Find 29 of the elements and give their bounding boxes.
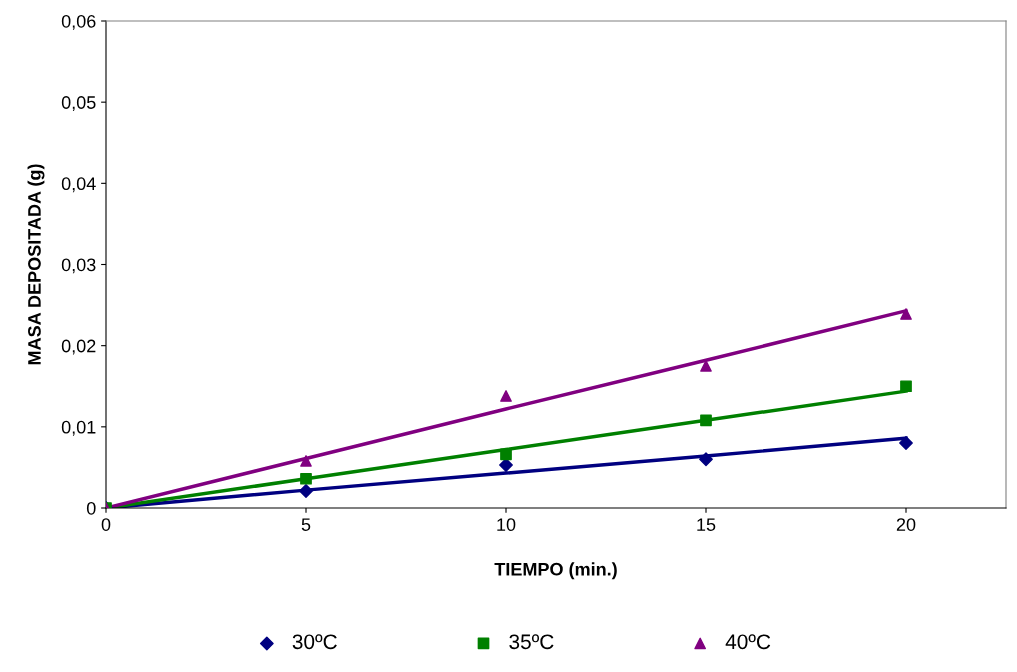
x-tick-label: 5 bbox=[301, 518, 311, 531]
point bbox=[900, 308, 912, 320]
x-tick-label: 20 bbox=[896, 518, 916, 531]
legend-label: 35ºC bbox=[509, 634, 554, 650]
y-tick-label: 0 bbox=[86, 501, 96, 515]
y-tick-label: 0,01 bbox=[61, 420, 96, 436]
point bbox=[700, 414, 712, 427]
y-tick-label: 0,05 bbox=[61, 96, 96, 112]
y-tick-label: 0,02 bbox=[61, 339, 96, 355]
y-axis-title: MASA DEPOSITADA (g) bbox=[27, 164, 45, 365]
point bbox=[300, 472, 312, 485]
point bbox=[700, 360, 712, 372]
x-tick-label: 10 bbox=[497, 518, 516, 531]
x-tick-label: 0 bbox=[101, 518, 111, 531]
point bbox=[499, 458, 513, 472]
point bbox=[899, 436, 913, 450]
y-tick-label: 0,06 bbox=[61, 14, 96, 30]
point bbox=[900, 380, 912, 393]
x-axis-title: TIEMPO (min.) bbox=[494, 562, 617, 580]
y-tick-label: 0,04 bbox=[61, 177, 96, 193]
point bbox=[699, 452, 713, 467]
point bbox=[500, 448, 512, 461]
legend-label: 40ºC bbox=[725, 634, 771, 650]
point bbox=[299, 484, 313, 498]
point bbox=[500, 390, 512, 402]
x-tick-label: 15 bbox=[697, 518, 716, 531]
y-tick-label: 0,03 bbox=[61, 258, 96, 274]
point bbox=[300, 455, 312, 467]
legend-label: 30ºC bbox=[292, 634, 337, 650]
